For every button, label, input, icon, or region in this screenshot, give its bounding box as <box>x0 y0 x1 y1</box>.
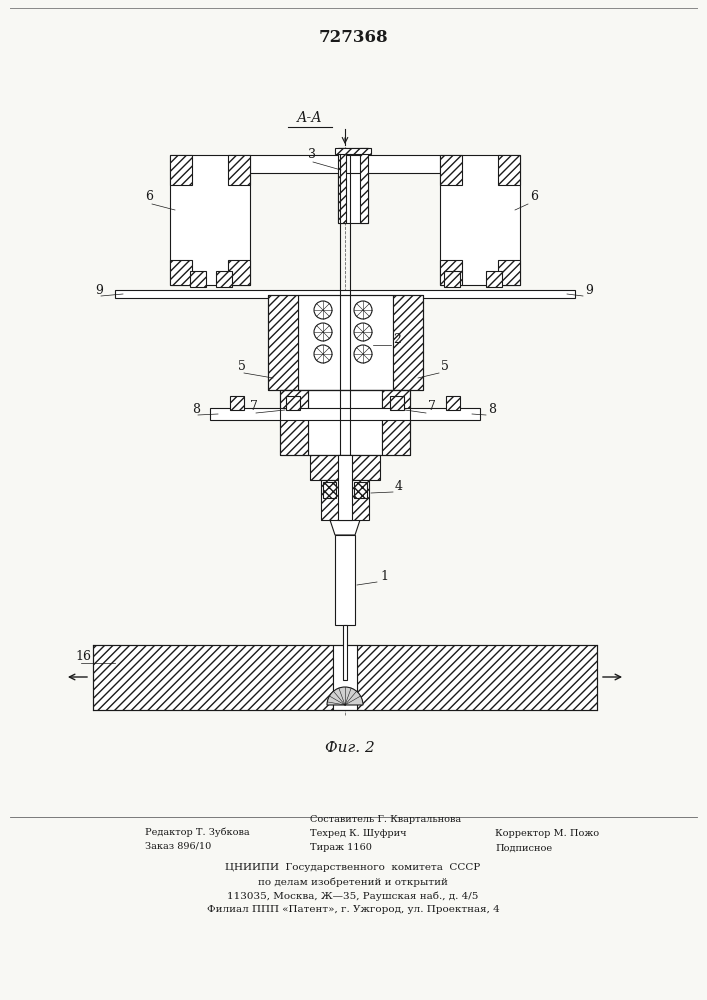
Bar <box>190 271 206 287</box>
Text: Составитель Г. Квартальнова: Составитель Г. Квартальнова <box>310 816 461 824</box>
Bar <box>338 148 346 223</box>
Bar <box>446 396 460 410</box>
Bar <box>323 482 336 498</box>
Text: Филиал ППП «Патент», г. Ужгород, ул. Проектная, 4: Филиал ППП «Патент», г. Ужгород, ул. Про… <box>206 906 499 914</box>
Bar <box>354 482 367 498</box>
Bar <box>444 271 460 287</box>
Text: 6: 6 <box>530 190 538 203</box>
Bar <box>230 396 244 410</box>
Text: ЦНИИПИ  Государственного  комитета  СССР: ЦНИИПИ Государственного комитета СССР <box>226 863 481 872</box>
Bar <box>216 271 232 287</box>
Bar <box>280 390 410 455</box>
Bar <box>250 155 440 173</box>
Bar <box>440 155 462 185</box>
Text: 4: 4 <box>395 480 403 493</box>
Bar <box>357 645 597 710</box>
Polygon shape <box>330 520 360 535</box>
Bar <box>393 295 423 390</box>
Bar <box>268 295 423 390</box>
Text: Редактор Т. Зубкова: Редактор Т. Зубкова <box>145 827 250 837</box>
Bar <box>498 155 520 185</box>
Bar <box>93 645 333 710</box>
Text: 3: 3 <box>308 148 316 161</box>
Text: 7: 7 <box>428 400 436 413</box>
Text: А-А: А-А <box>297 111 323 125</box>
Bar <box>338 148 368 223</box>
Text: Заказ 896/10: Заказ 896/10 <box>145 842 211 850</box>
Bar <box>440 260 462 285</box>
Text: 1: 1 <box>380 570 388 583</box>
Bar <box>343 625 347 680</box>
Text: 7: 7 <box>250 400 258 413</box>
Bar <box>228 260 250 285</box>
Bar <box>335 148 371 154</box>
Bar <box>486 271 502 287</box>
Bar <box>286 396 300 410</box>
Bar <box>115 290 575 298</box>
Text: Корректор М. Пожо: Корректор М. Пожо <box>495 830 599 838</box>
Bar <box>390 396 404 410</box>
Bar <box>170 155 192 185</box>
Bar <box>228 155 250 185</box>
Text: 5: 5 <box>238 360 246 373</box>
Bar <box>440 155 520 285</box>
Bar <box>280 390 308 455</box>
Text: 16: 16 <box>75 650 91 663</box>
Text: Фиг. 2: Фиг. 2 <box>325 741 375 755</box>
Bar <box>333 645 357 710</box>
Bar <box>268 295 298 390</box>
Text: по делам изобретений и открытий: по делам изобретений и открытий <box>258 877 448 887</box>
Text: 6: 6 <box>145 190 153 203</box>
Bar <box>382 390 410 455</box>
Text: 5: 5 <box>441 360 449 373</box>
Bar <box>310 455 380 480</box>
Bar <box>338 455 352 520</box>
Text: 2: 2 <box>393 333 401 346</box>
Bar <box>498 260 520 285</box>
Text: Тираж 1160: Тираж 1160 <box>310 844 372 852</box>
Bar <box>170 260 192 285</box>
Bar <box>210 408 480 420</box>
Bar <box>321 480 369 520</box>
Bar <box>308 390 382 455</box>
Text: 727368: 727368 <box>318 29 388 46</box>
Text: 9: 9 <box>95 284 103 297</box>
Text: 8: 8 <box>488 403 496 416</box>
Bar <box>360 148 368 223</box>
Text: 9: 9 <box>585 284 593 297</box>
Bar <box>335 535 355 625</box>
Text: 8: 8 <box>192 403 200 416</box>
Text: 113035, Москва, Ж—35, Раушская наб., д. 4/5: 113035, Москва, Ж—35, Раушская наб., д. … <box>228 891 479 901</box>
Bar <box>298 295 393 390</box>
Text: Подписное: Подписное <box>495 844 552 852</box>
Bar <box>170 155 250 285</box>
Text: Техред К. Шуфрич: Техред К. Шуфрич <box>310 830 407 838</box>
Wedge shape <box>327 687 363 705</box>
